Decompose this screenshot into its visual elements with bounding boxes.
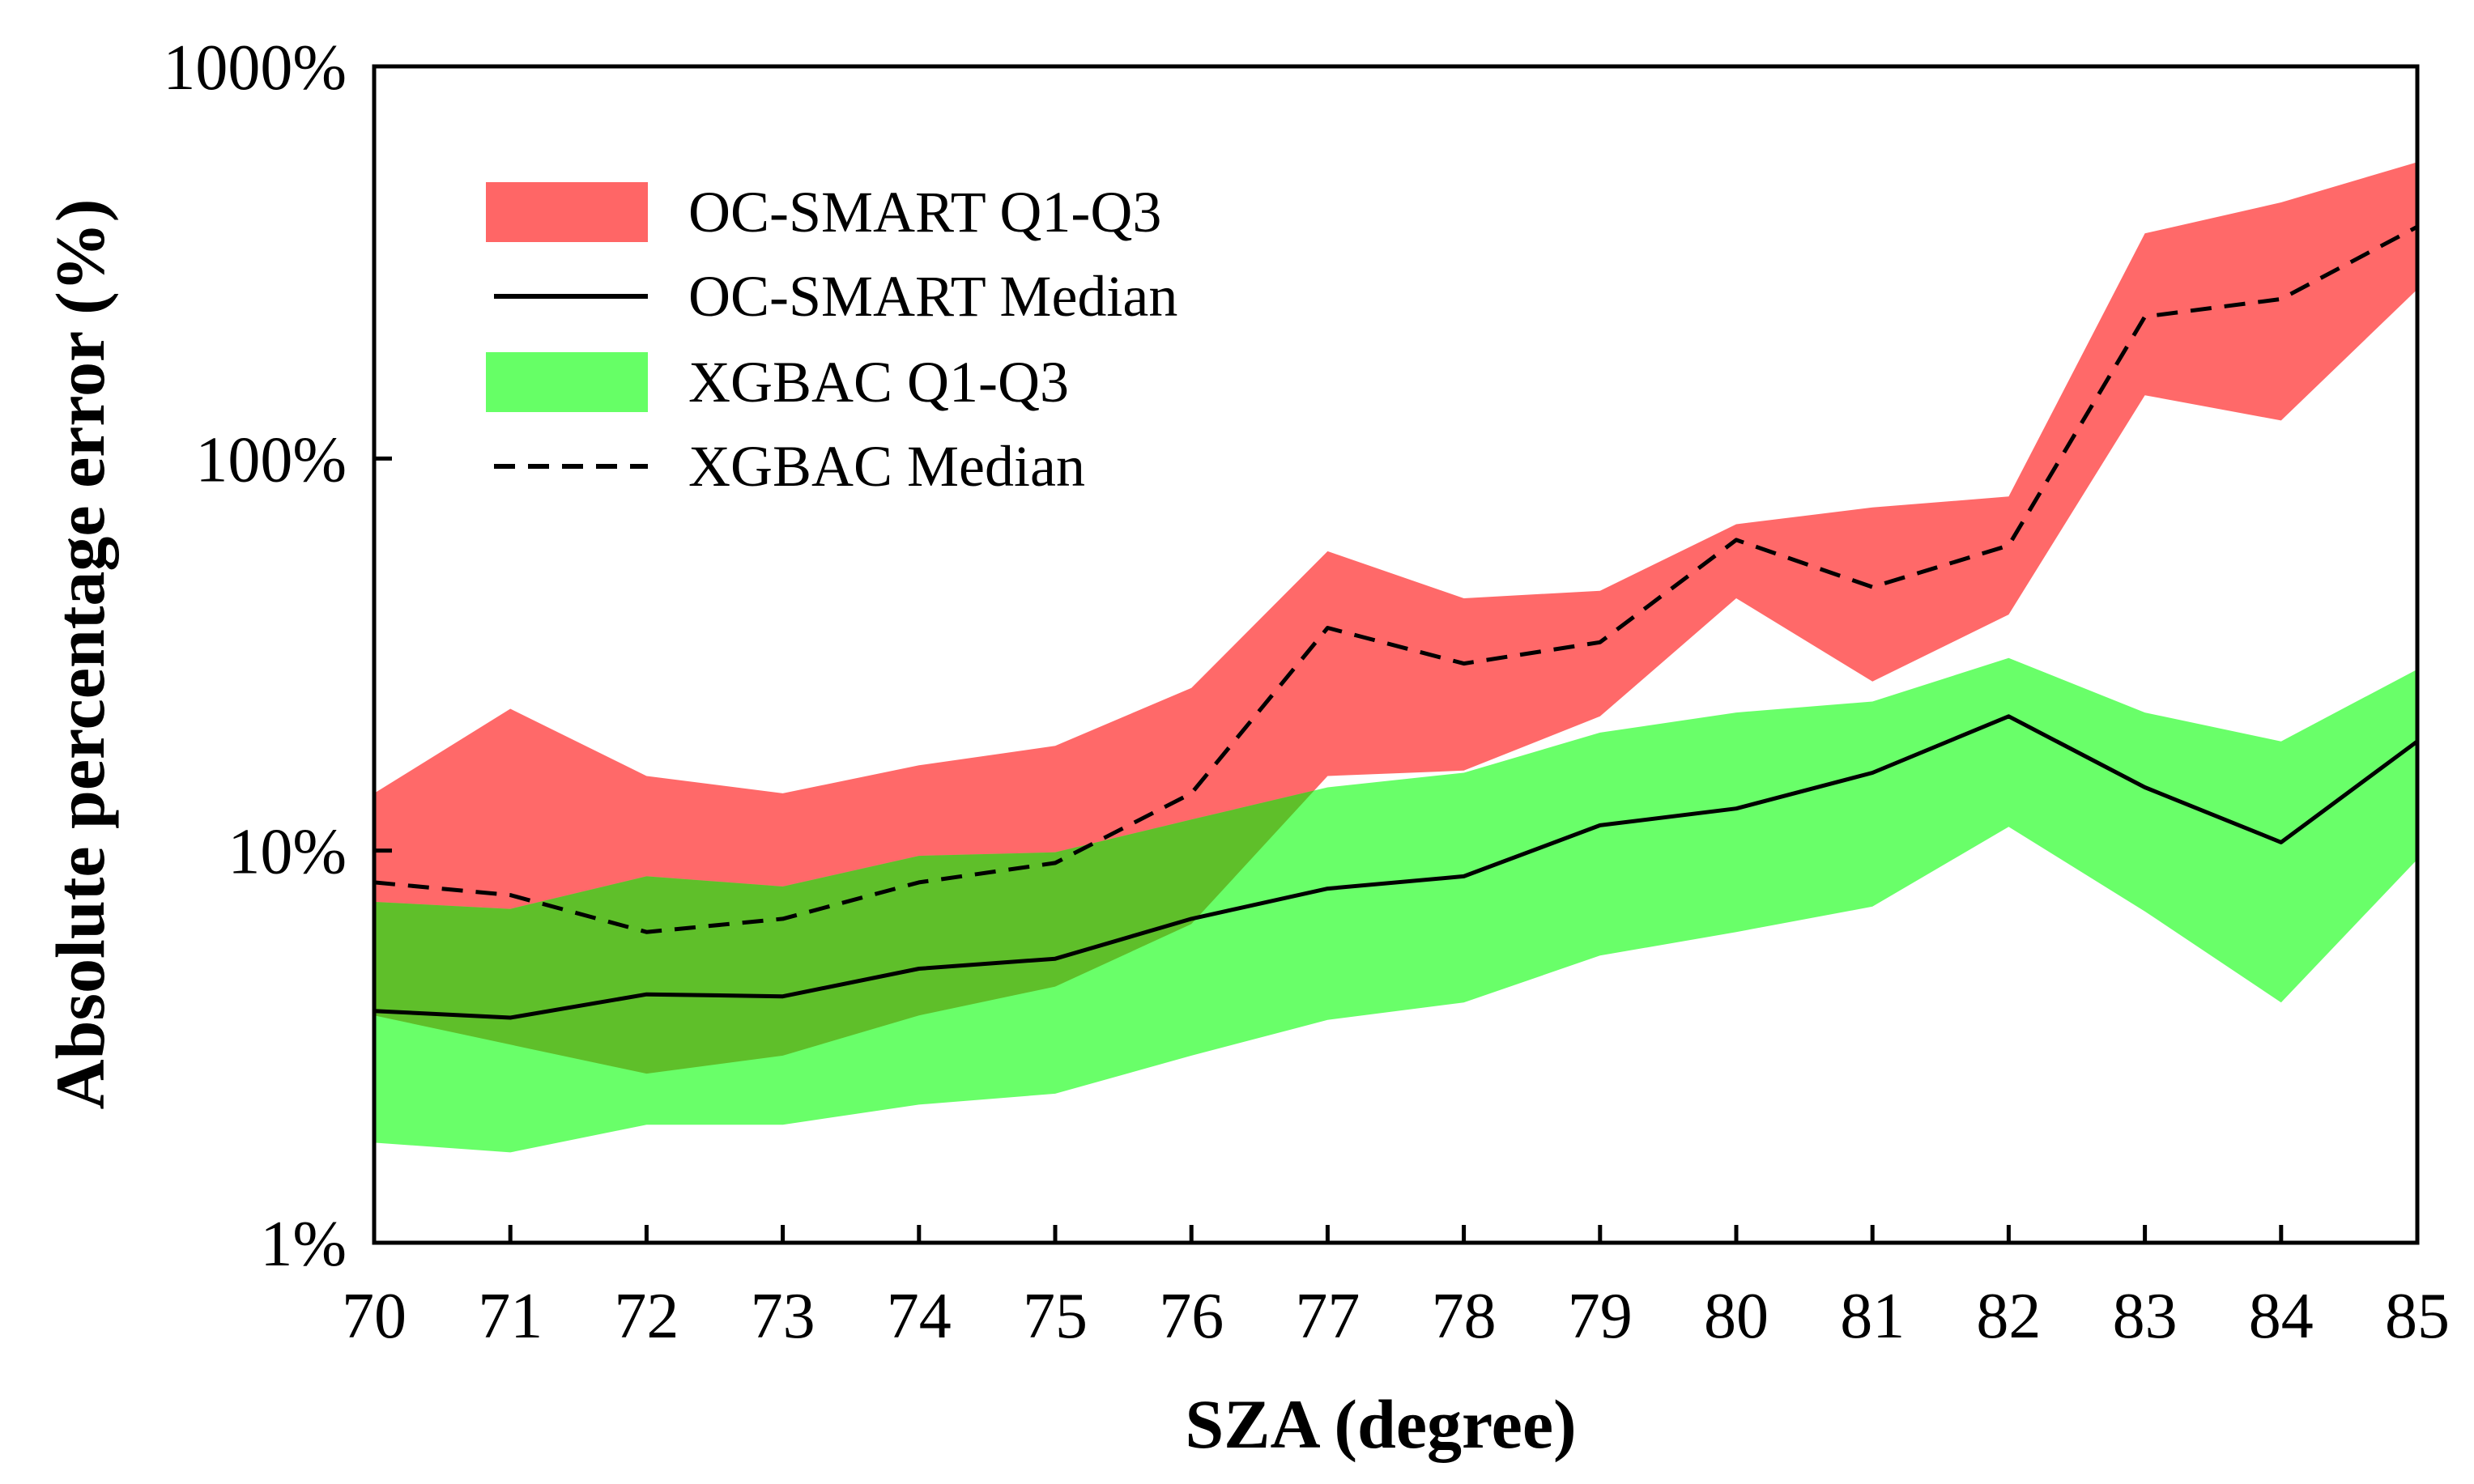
- x-tick-label: 78: [1432, 1281, 1497, 1352]
- y-tick-label: 1000%: [163, 32, 347, 104]
- legend-label: XGBAC Q1-Q3: [688, 350, 1069, 415]
- x-tick-label: 83: [2113, 1281, 2178, 1352]
- band-oc-smart-q1-q3: [374, 162, 2417, 1074]
- plot-frame: [372, 64, 2420, 1245]
- x-tick-label: 79: [1568, 1281, 1633, 1352]
- y-axis: 1% 10% 100% 1000%: [163, 32, 392, 1280]
- y-tick-label: 1%: [260, 1209, 347, 1280]
- band-overlap: [374, 790, 1314, 1074]
- legend-label: OC-SMART Median: [688, 264, 1177, 329]
- legend-swatch: [486, 352, 648, 412]
- x-tick-label: 76: [1159, 1281, 1224, 1352]
- x-tick-label: 81: [1840, 1281, 1905, 1352]
- x-tick-label: 72: [614, 1281, 679, 1352]
- x-tick-label: 71: [478, 1281, 543, 1352]
- x-tick-label: 82: [1976, 1281, 2041, 1352]
- x-tick-label: 85: [2385, 1281, 2450, 1352]
- legend-label: XGBAC Median: [688, 434, 1085, 499]
- y-tick-label: 100%: [195, 424, 347, 495]
- x-tick-label: 80: [1704, 1281, 1769, 1352]
- x-tick-label: 77: [1295, 1281, 1360, 1352]
- x-tick-label: 75: [1023, 1281, 1088, 1352]
- legend: OC-SMART Q1-Q3 OC-SMART Median XGBAC Q1-Q3…: [486, 180, 1177, 499]
- legend-swatch: [486, 182, 648, 242]
- x-tick-label: 70: [342, 1281, 407, 1352]
- line-xgbac-median: [374, 224, 2417, 934]
- x-tick-label: 74: [887, 1281, 952, 1352]
- legend-label: OC-SMART Q1-Q3: [688, 180, 1161, 244]
- line-oc-smart-median: [374, 714, 2417, 1020]
- y-axis-title: Absolute percentage error (%): [41, 199, 119, 1110]
- x-axis-title: SZA (degree): [1185, 1385, 1576, 1463]
- x-axis: 70 71 72 73 74 75 76 77 78 79 80 81 82 83 84 85: [342, 1225, 2450, 1352]
- y-tick-label: 10%: [228, 817, 347, 888]
- x-tick-label: 84: [2249, 1281, 2314, 1352]
- band-xgbac-q1-q3: [374, 657, 2417, 1153]
- x-tick-label: 73: [751, 1281, 815, 1352]
- plot-area: [374, 162, 2417, 1153]
